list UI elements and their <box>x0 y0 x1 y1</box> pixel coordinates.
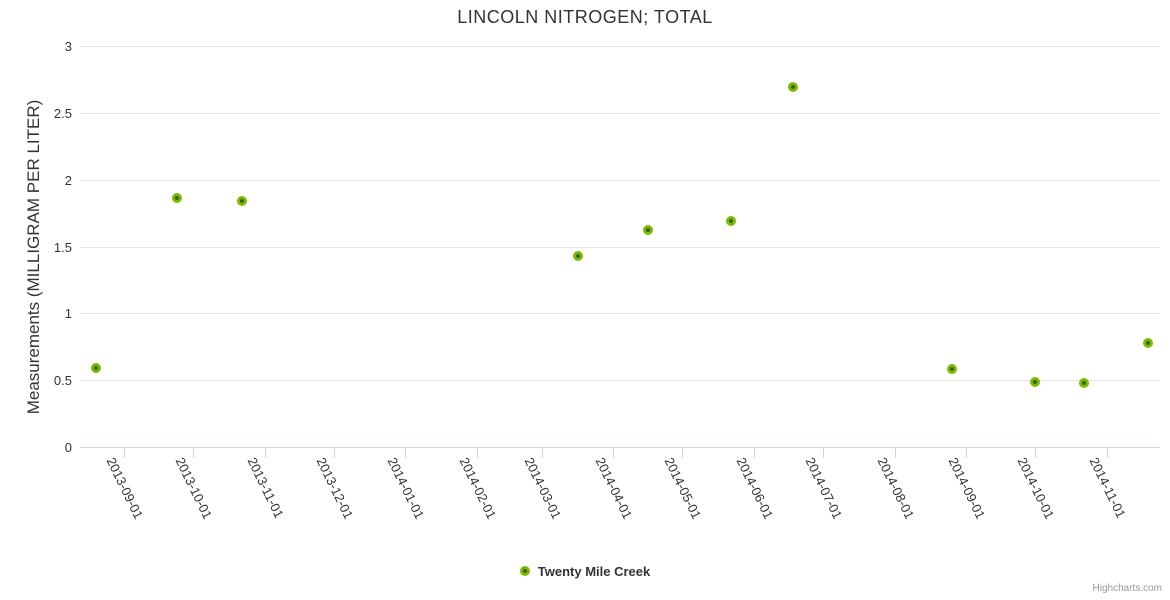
x-axis-tick <box>541 448 543 458</box>
x-axis-tick-label: 2014-09-01 <box>945 455 989 522</box>
data-point[interactable] <box>947 364 958 375</box>
x-axis-tick <box>613 448 615 458</box>
legend-item-twenty-mile-creek[interactable]: Twenty Mile Creek <box>0 561 1170 581</box>
x-axis-tick-label: 2014-01-01 <box>384 455 428 522</box>
x-axis-tick <box>405 448 407 458</box>
data-point[interactable] <box>573 250 584 261</box>
x-axis-tick <box>123 448 125 458</box>
plot-area <box>80 46 1160 448</box>
data-point[interactable] <box>1143 337 1154 348</box>
y-gridline <box>80 179 1160 181</box>
y-gridline <box>80 46 1160 47</box>
x-axis-tick-label: 2013-12-01 <box>313 455 356 522</box>
data-point[interactable] <box>236 196 247 207</box>
x-axis-tick <box>333 448 335 458</box>
x-axis-tick-label: 2014-04-01 <box>592 455 636 522</box>
y-gridline <box>80 313 1160 315</box>
y-axis-tick-label: 1 <box>64 306 72 322</box>
y-gridline <box>80 380 1160 382</box>
x-axis-tick <box>193 448 195 458</box>
x-axis-tick <box>894 448 896 458</box>
x-axis-line <box>80 447 1160 448</box>
y-axis-tick-label: 2 <box>64 172 72 188</box>
x-axis-tick <box>823 448 825 458</box>
x-axis-tick-label: 2013-09-01 <box>103 455 146 522</box>
x-axis-tick-label: 2014-03-01 <box>521 455 564 522</box>
x-axis-tick-label: 2014-05-01 <box>661 455 705 522</box>
x-axis-tick-label: 2014-08-01 <box>874 455 917 522</box>
highcharts-credits-link[interactable]: Highcharts.com <box>1092 583 1162 594</box>
y-axis-tick-label: 1.5 <box>53 239 72 255</box>
x-axis-tick-label: 2013-11-01 <box>244 455 287 521</box>
y-axis-tick-label: 0.5 <box>53 373 72 389</box>
legend-marker-icon <box>519 566 530 576</box>
x-axis-tick <box>1035 448 1037 458</box>
data-point[interactable] <box>642 225 653 236</box>
x-axis-tick-label: 2014-10-01 <box>1014 455 1058 522</box>
data-point[interactable] <box>1030 376 1041 387</box>
x-axis-tick-label: 2014-06-01 <box>733 455 776 522</box>
chart-title: LINCOLN NITROGEN; TOTAL <box>457 7 713 27</box>
x-axis-tick <box>1106 448 1108 458</box>
x-axis-tick-label: 2014-11-01 <box>1086 455 1129 521</box>
x-axis-tick <box>264 448 266 458</box>
y-axis-tick-label: 2.5 <box>53 105 72 121</box>
x-axis-tick <box>753 448 755 458</box>
x-axis-tick-label: 2013-10-01 <box>172 455 216 522</box>
x-axis-tick <box>682 448 684 458</box>
y-gridline <box>80 246 1160 248</box>
y-axis-tick-label: 0 <box>64 440 72 455</box>
x-axis-tick-label: 2014-02-01 <box>456 455 500 522</box>
data-point[interactable] <box>788 82 799 93</box>
data-point[interactable] <box>1078 377 1089 388</box>
legend-label: Twenty Mile Creek <box>537 563 651 579</box>
x-axis-tick <box>966 448 968 458</box>
y-axis-tick-label: 3 <box>64 39 72 54</box>
data-point[interactable] <box>171 193 182 204</box>
data-point[interactable] <box>725 216 736 227</box>
data-point[interactable] <box>91 363 102 374</box>
y-gridline <box>80 112 1160 114</box>
x-axis-tick-label: 2014-07-01 <box>802 455 846 522</box>
x-axis-tick <box>476 448 478 458</box>
